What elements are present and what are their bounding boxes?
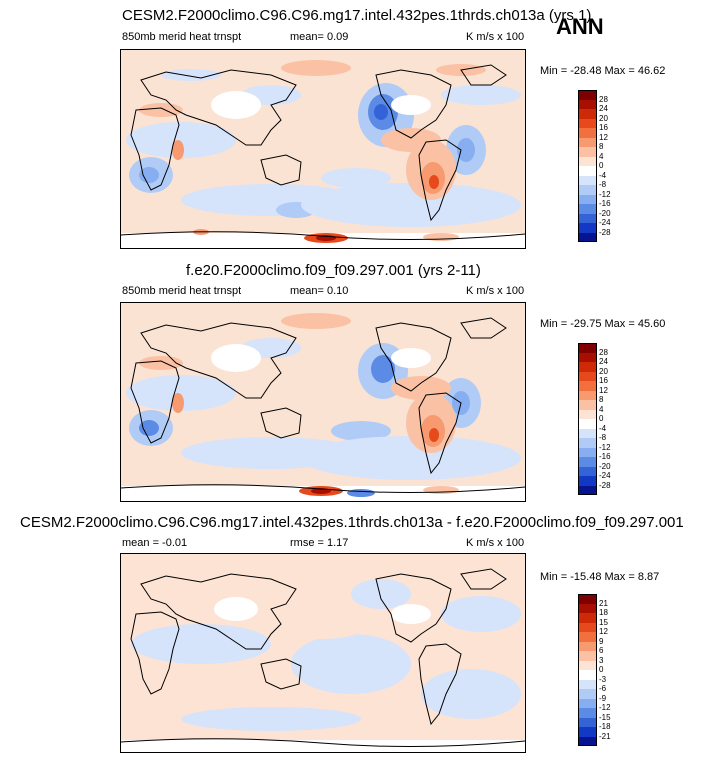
colorbar-tick-label: -8 (599, 180, 607, 189)
colorbar-tick-label: 4 (599, 151, 604, 161)
colorbar-tick-label: -21 (599, 731, 611, 741)
colorbar-tick-label: -15 (599, 712, 611, 722)
panel-2-map-svg (121, 303, 525, 501)
colorbar-tick-label: 20 (599, 113, 608, 123)
panel-2-units-label: K m/s x 100 (466, 285, 525, 297)
colorbar-tick-label: 20 (599, 366, 608, 376)
panel-3-minmax: Min = -15.48 Max = 8.87 (540, 571, 660, 583)
panel-1-minmax: Min = -28.48 Max = 46.62 (540, 65, 666, 77)
colorbar-tick-label: -16 (599, 452, 611, 461)
colorbar-tick-label: 6 (599, 646, 604, 655)
colorbar-tick-label: -9 (599, 693, 607, 703)
colorbar-tick-label: -12 (599, 703, 611, 712)
panel-3-title: CESM2.F2000climo.C96.C96.mg17.intel.432p… (20, 514, 684, 531)
colorbar-tick-label: 12 (599, 385, 608, 395)
colorbar-tick-label: -8 (599, 433, 607, 442)
colorbar-tick-label: 12 (599, 132, 608, 142)
colorbar-tick-label: 28 (599, 347, 608, 357)
season-label: ANN (556, 14, 604, 39)
panel-2-mean-label: mean= 0.10 (290, 285, 349, 297)
colorbar-tick-label: -20 (599, 461, 611, 471)
colorbar-tick-label: 0 (599, 665, 604, 674)
colorbar-tick-label: -28 (599, 480, 611, 490)
panel-2-variable-label: 850mb merid heat trnspt (122, 285, 242, 297)
colorbar-tick-label: 16 (599, 123, 608, 132)
colorbar-tick-label: 8 (599, 395, 604, 404)
colorbar-tick-label: -20 (599, 208, 611, 218)
colorbar-tick-label: 18 (599, 608, 608, 617)
panel-1-map-svg (121, 50, 525, 248)
colorbar-tick-label: -12 (599, 442, 611, 452)
panel-1-title: CESM2.F2000climo.C96.C96.mg17.intel.432p… (122, 7, 592, 24)
colorbar-tick-label: -24 (599, 218, 611, 227)
colorbar-tick-label: 8 (599, 142, 604, 151)
colorbar-tick-label: -6 (599, 684, 607, 693)
colorbar-tick-label: 0 (599, 414, 604, 423)
colorbar-tick-label: 9 (599, 636, 604, 646)
colorbar-frame (578, 343, 597, 495)
colorbar-tick-label: -28 (599, 227, 611, 237)
colorbar-tick-label: 0 (599, 161, 604, 170)
colorbar-tick-label: -4 (599, 423, 607, 433)
colorbar-tick-label: 24 (599, 357, 608, 366)
panel-3-units-label: K m/s x 100 (466, 537, 525, 549)
panel-3-rmse-label: rmse = 1.17 (290, 537, 349, 549)
panel-2-minmax: Min = -29.75 Max = 45.60 (540, 318, 666, 330)
colorbar-tick-label: 28 (599, 94, 608, 104)
colorbar-frame (578, 594, 597, 746)
colorbar-tick-label: 24 (599, 104, 608, 113)
panel-3-map (120, 553, 526, 753)
panel-1-variable-label: 850mb merid heat trnspt (122, 31, 242, 43)
colorbar-tick-label: 4 (599, 404, 604, 414)
colorbar-tick-label: 3 (599, 655, 604, 665)
colorbar-tick-label: 16 (599, 376, 608, 385)
panel-2-title: f.e20.F2000climo.f09_f09.297.001 (yrs 2-… (186, 262, 481, 279)
colorbar-tick-label: -12 (599, 189, 611, 199)
colorbar-frame (578, 90, 597, 242)
panel-3-map-svg (121, 554, 525, 752)
colorbar-tick-label: -24 (599, 471, 611, 480)
colorbar-tick-label: -4 (599, 170, 607, 180)
colorbar-tick-label: 21 (599, 598, 608, 608)
panel-2-map (120, 302, 526, 502)
panel-1-mean-label: mean= 0.09 (290, 31, 349, 43)
colorbar-tick-label: 12 (599, 627, 608, 636)
colorbar-tick-label: -3 (599, 674, 607, 684)
panel-1-map (120, 49, 526, 249)
colorbar-tick-label: -18 (599, 722, 611, 731)
panel-3-mean-label: mean = -0.01 (122, 537, 188, 549)
colorbar-tick-label: 15 (599, 617, 608, 627)
panel-1-units-label: K m/s x 100 (466, 31, 525, 43)
colorbar-tick-label: -16 (599, 199, 611, 208)
